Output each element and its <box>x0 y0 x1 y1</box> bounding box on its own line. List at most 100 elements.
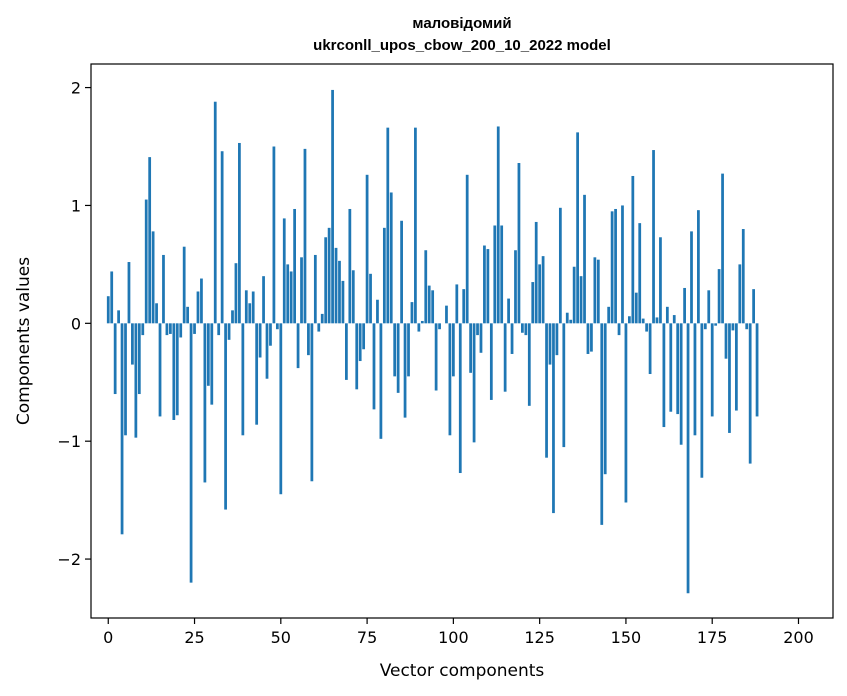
bar-178 <box>721 173 724 324</box>
bar-147 <box>614 208 617 324</box>
bar-34 <box>224 323 227 510</box>
bar-140 <box>590 323 593 352</box>
bar-116 <box>507 298 510 324</box>
y-tick-label: 1 <box>71 196 81 215</box>
bar-113 <box>496 126 500 324</box>
bar-127 <box>545 323 548 458</box>
bar-38 <box>238 142 241 324</box>
bar-26 <box>196 291 200 324</box>
bar-20 <box>175 323 179 416</box>
bar-35 <box>227 323 231 340</box>
bar-103 <box>462 289 466 324</box>
bar-32 <box>217 323 221 336</box>
bar-141 <box>593 257 597 324</box>
bar-145 <box>607 306 611 324</box>
bar-13 <box>151 231 155 324</box>
bar-130 <box>555 323 559 356</box>
bar-117 <box>510 323 514 354</box>
bar-72 <box>355 323 359 390</box>
bar-series <box>106 89 759 594</box>
bar-63 <box>324 237 328 324</box>
bar-47 <box>269 323 272 346</box>
bar-154 <box>638 223 642 324</box>
bar-21 <box>179 323 183 338</box>
bar-18 <box>169 323 172 334</box>
bar-114 <box>500 225 504 324</box>
bar-131 <box>558 207 562 324</box>
bar-23 <box>186 306 190 324</box>
bar-12 <box>148 157 152 324</box>
bar-160 <box>659 237 662 324</box>
chart-title-line1: маловідомий <box>412 15 511 32</box>
bar-132 <box>562 323 566 448</box>
bar-85 <box>400 220 403 324</box>
bar-139 <box>586 323 590 354</box>
bar-144 <box>603 323 607 475</box>
bar-94 <box>431 290 435 324</box>
x-axis-ticks: 0 25 50 75 100 125 150 175 200 <box>103 618 814 647</box>
x-tick-label: 200 <box>783 628 814 647</box>
bar-19 <box>172 323 176 420</box>
bar-99 <box>448 323 452 436</box>
bar-188 <box>755 323 759 417</box>
bar-151 <box>628 316 631 324</box>
y-tick-label: 2 <box>71 79 81 98</box>
bar-137 <box>579 276 583 324</box>
bar-120 <box>521 323 524 333</box>
bar-166 <box>679 323 683 445</box>
bar-111 <box>489 323 493 400</box>
bar-25 <box>193 323 196 334</box>
y-tick-label: 0 <box>71 314 81 333</box>
bar-22 <box>182 246 186 324</box>
bar-173 <box>703 323 707 330</box>
bar-55 <box>296 323 300 369</box>
bar-84 <box>396 323 400 393</box>
bar-186 <box>748 323 752 464</box>
bar-10 <box>141 323 145 336</box>
bar-161 <box>662 323 666 428</box>
bar-56 <box>300 257 303 324</box>
bar-58 <box>307 323 310 356</box>
bar-52 <box>286 264 290 324</box>
bar-6 <box>127 262 131 324</box>
bar-177 <box>717 269 721 324</box>
bar-125 <box>538 264 542 324</box>
bar-101 <box>455 284 459 324</box>
bar-27 <box>200 278 203 324</box>
bar-14 <box>155 303 158 324</box>
bar-80 <box>382 227 386 324</box>
bar-128 <box>548 323 552 365</box>
bar-162 <box>665 306 669 324</box>
x-tick-label: 150 <box>611 628 642 647</box>
bar-180 <box>728 323 731 433</box>
bar-153 <box>634 292 638 324</box>
bar-134 <box>569 319 573 324</box>
bar-176 <box>714 323 718 326</box>
bar-75 <box>365 174 369 324</box>
bar-15 <box>158 323 162 417</box>
plot-area-frame <box>90 63 834 619</box>
bar-149 <box>621 205 624 324</box>
bar-119 <box>517 163 521 324</box>
bar-17 <box>165 323 169 336</box>
bar-164 <box>672 315 676 324</box>
x-tick-label: 0 <box>103 628 113 647</box>
bar-69 <box>345 323 348 380</box>
bar-44 <box>258 323 262 358</box>
bar-158 <box>652 150 655 324</box>
y-tick-label: −2 <box>57 550 81 569</box>
bar-185 <box>745 323 749 330</box>
bar-98 <box>445 305 448 324</box>
bar-83 <box>393 323 397 377</box>
bar-61 <box>317 323 321 332</box>
bar-62 <box>320 313 324 324</box>
bar-77 <box>372 323 376 410</box>
bar-28 <box>203 323 207 483</box>
bar-66 <box>334 247 338 324</box>
bar-106 <box>472 323 476 443</box>
x-tick-label: 175 <box>697 628 728 647</box>
bar-179 <box>724 323 728 359</box>
bar-57 <box>303 148 307 324</box>
